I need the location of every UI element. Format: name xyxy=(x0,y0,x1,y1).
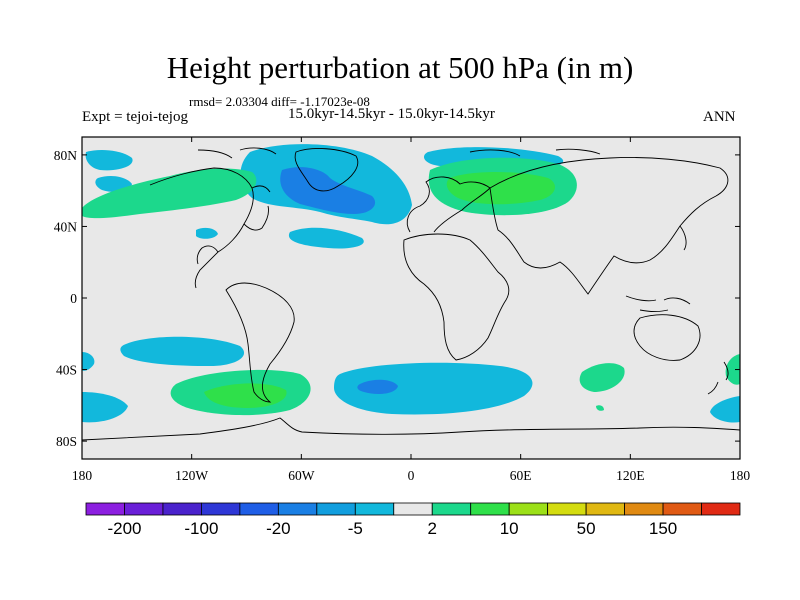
contour-europe-core xyxy=(446,172,555,205)
colorbar-box xyxy=(508,502,549,516)
coastlines xyxy=(82,147,740,441)
y-tick-label: 80N xyxy=(54,148,78,163)
contour-north-pacific-positive xyxy=(82,168,257,219)
coastline-asia xyxy=(489,157,729,295)
colorbar-label: -100 xyxy=(184,519,218,538)
map-title: Height perturbation at 500 hPa (in m) xyxy=(166,50,634,85)
contour-south-atlantic-negative xyxy=(334,362,533,415)
season-label: ANN xyxy=(703,109,736,125)
y-axis: 80N 40N 0 40S 80S xyxy=(54,148,740,449)
coastline-north-america xyxy=(149,167,271,289)
experiment-label: Expt = tejoi-tejog xyxy=(82,109,188,125)
contour-ocean-speck-positive xyxy=(596,405,604,411)
colorbar-label: 2 xyxy=(428,519,437,538)
colorbar-box xyxy=(354,502,395,516)
colorbar-label: 50 xyxy=(577,519,596,538)
period-label: 15.0kyr-14.5kyr - 15.0kyr-14.5kyr xyxy=(288,106,495,122)
coastline-arctic-islands xyxy=(197,147,601,159)
x-tick-label: 60E xyxy=(510,468,532,483)
contour-south-pacific-negative xyxy=(120,336,245,366)
contour-south-atlantic-core xyxy=(357,379,398,394)
colorbar-box xyxy=(585,502,625,516)
contour-tasman-positive xyxy=(725,354,740,385)
contour-southwest-pacific-negative xyxy=(82,392,128,423)
y-tick-label: 40N xyxy=(54,219,78,234)
colorbar-label: 10 xyxy=(500,519,519,538)
coastline-africa xyxy=(403,233,510,361)
colorbar-box xyxy=(124,502,164,516)
x-tick-label: 120W xyxy=(175,468,208,483)
coastline-greenland xyxy=(294,148,359,192)
x-tick-label: 0 xyxy=(408,468,415,483)
y-tick-label: 80S xyxy=(56,434,77,449)
colorbar-box xyxy=(547,502,587,516)
colorbar-label: 150 xyxy=(649,519,677,538)
colorbar-label: -20 xyxy=(266,519,291,538)
colorbar-label: -5 xyxy=(348,519,363,538)
colorbar: -200 -100 -20 -5 2 10 50 150 xyxy=(85,502,741,538)
x-tick-label: 60W xyxy=(288,468,315,483)
coastline-europe xyxy=(406,176,491,233)
y-tick-label: 0 xyxy=(70,291,77,306)
coastline-south-america xyxy=(225,282,295,403)
x-tick-label: 180 xyxy=(730,468,751,483)
y-tick-label: 40S xyxy=(56,363,77,378)
colorbar-box xyxy=(201,502,241,516)
coastline-indonesia xyxy=(625,295,691,312)
contour-gulf-negative xyxy=(196,227,218,239)
colorbar-box xyxy=(470,502,510,516)
contour-australia-positive xyxy=(579,363,625,392)
contour-southeast-pacific-negative xyxy=(710,396,740,423)
colorbar-box xyxy=(393,502,433,516)
colorbar-box xyxy=(277,502,318,516)
contour-west-pacific-negative xyxy=(82,352,95,371)
contour-north-pacific-negative xyxy=(85,150,133,171)
colorbar-label: -200 xyxy=(107,519,141,538)
colorbar-box xyxy=(239,502,279,516)
x-tick-label: 180 xyxy=(72,468,93,483)
colorbar-box xyxy=(431,502,472,516)
coastline-antarctica xyxy=(82,417,740,441)
contour-central-atlantic-negative xyxy=(288,227,364,249)
colorbar-box xyxy=(316,502,356,516)
contour-fields xyxy=(82,144,740,423)
colorbar-box xyxy=(85,502,125,516)
coastline-australia xyxy=(633,314,701,361)
x-tick-label: 120E xyxy=(616,468,645,483)
colorbar-box xyxy=(662,502,702,516)
colorbar-box xyxy=(162,502,202,516)
colorbar-box xyxy=(701,502,741,516)
coastline-new-zealand xyxy=(707,361,729,395)
rmsd-text: rmsd= 2.03304 diff= -1.17023e-08 xyxy=(189,94,370,109)
colorbar-box xyxy=(624,502,664,516)
x-axis: 180 120W 60W 0 60E 120E 180 xyxy=(72,137,751,483)
